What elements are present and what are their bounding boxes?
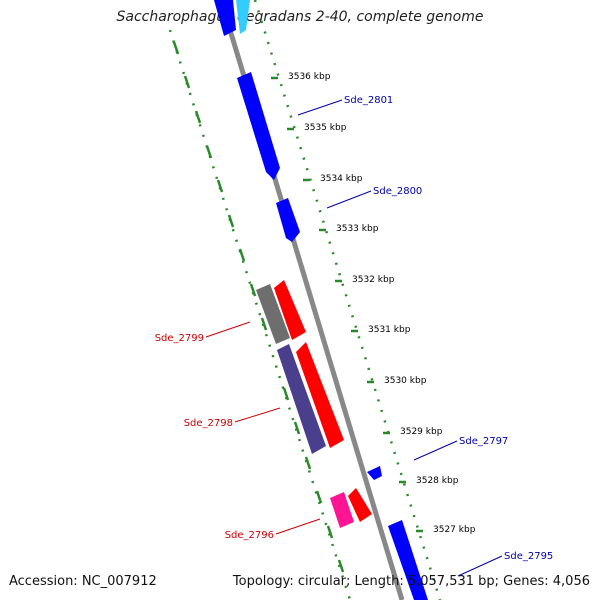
outer-tick-ring	[168, 29, 352, 600]
gene-block	[348, 488, 372, 522]
ring-dash	[326, 525, 334, 539]
gene-block	[236, 0, 250, 34]
kbp-tick-label: 3531 kbp	[368, 325, 411, 335]
gene-label: Sde_2795	[504, 551, 553, 562]
gene-label: Sde_2799	[155, 333, 204, 344]
gene-block	[256, 284, 290, 344]
gene-label-leader	[457, 555, 503, 577]
gene-label: Sde_2797	[459, 436, 508, 447]
ring-dash	[183, 75, 191, 89]
gene-block	[214, 0, 236, 36]
ring-dash	[227, 214, 235, 228]
gene-label-leader	[297, 99, 343, 116]
kbp-tick-label: 3529 kbp	[400, 427, 443, 437]
ring-dash	[282, 387, 290, 401]
gene-label-leader	[413, 440, 458, 461]
gene-labels: Sde_2801 Sde_2800 Sde_2799 Sde_2798 Sde_2797…	[155, 95, 553, 577]
gene-label-leader	[275, 518, 321, 535]
kbp-tick-label: 3534 kbp	[320, 174, 363, 184]
gene-block	[296, 342, 344, 448]
gene-block	[277, 344, 326, 454]
ring-dash	[216, 179, 224, 193]
ring-dash	[315, 490, 323, 504]
ring-dash	[238, 248, 246, 262]
ring-dash	[249, 283, 257, 297]
gene-block	[274, 280, 306, 340]
gene-features	[214, 0, 428, 600]
gene-block	[276, 198, 300, 242]
tick-ring-dashes	[172, 41, 345, 573]
kbp-tick-label: 3532 kbp	[352, 275, 395, 285]
ring-dash	[337, 559, 345, 573]
kbp-tick-label: 3530 kbp	[384, 376, 427, 386]
kbp-tick-label: 3535 kbp	[304, 123, 347, 133]
genome-summary-text: Topology: circular; Length: 5,057,531 bp…	[232, 574, 590, 589]
ring-dash	[172, 41, 180, 55]
gene-block	[367, 466, 382, 480]
ring-dash	[304, 456, 312, 470]
kbp-tick-label: 3528 kbp	[416, 476, 459, 486]
gene-label: Sde_2798	[184, 418, 233, 429]
gene-label-leader	[234, 407, 281, 423]
gene-label: Sde_2800	[373, 186, 422, 197]
gene-block	[330, 492, 354, 528]
gene-block	[237, 72, 280, 180]
accession-text: Accession: NC_007912	[9, 574, 157, 589]
gene-label: Sde_2801	[344, 95, 393, 106]
tick-marks: 3536 kbp 3535 kbp 3534 kbp 3533 kbp 3532 kbp…	[271, 72, 476, 535]
ring-dash	[260, 317, 268, 331]
kbp-tick-label: 3533 kbp	[336, 224, 379, 234]
map-title: Saccharophagus degradans 2-40, complete …	[116, 9, 484, 25]
kbp-tick-label: 3527 kbp	[433, 525, 476, 535]
gene-label-leader	[326, 190, 372, 209]
ring-dash	[293, 421, 301, 435]
ring-dash	[205, 145, 213, 159]
ring-dash	[194, 110, 202, 124]
gene-block	[388, 520, 428, 600]
gene-label: Sde_2796	[225, 530, 274, 541]
gene-label-leader	[205, 321, 251, 338]
kbp-tick-label: 3536 kbp	[288, 72, 331, 82]
